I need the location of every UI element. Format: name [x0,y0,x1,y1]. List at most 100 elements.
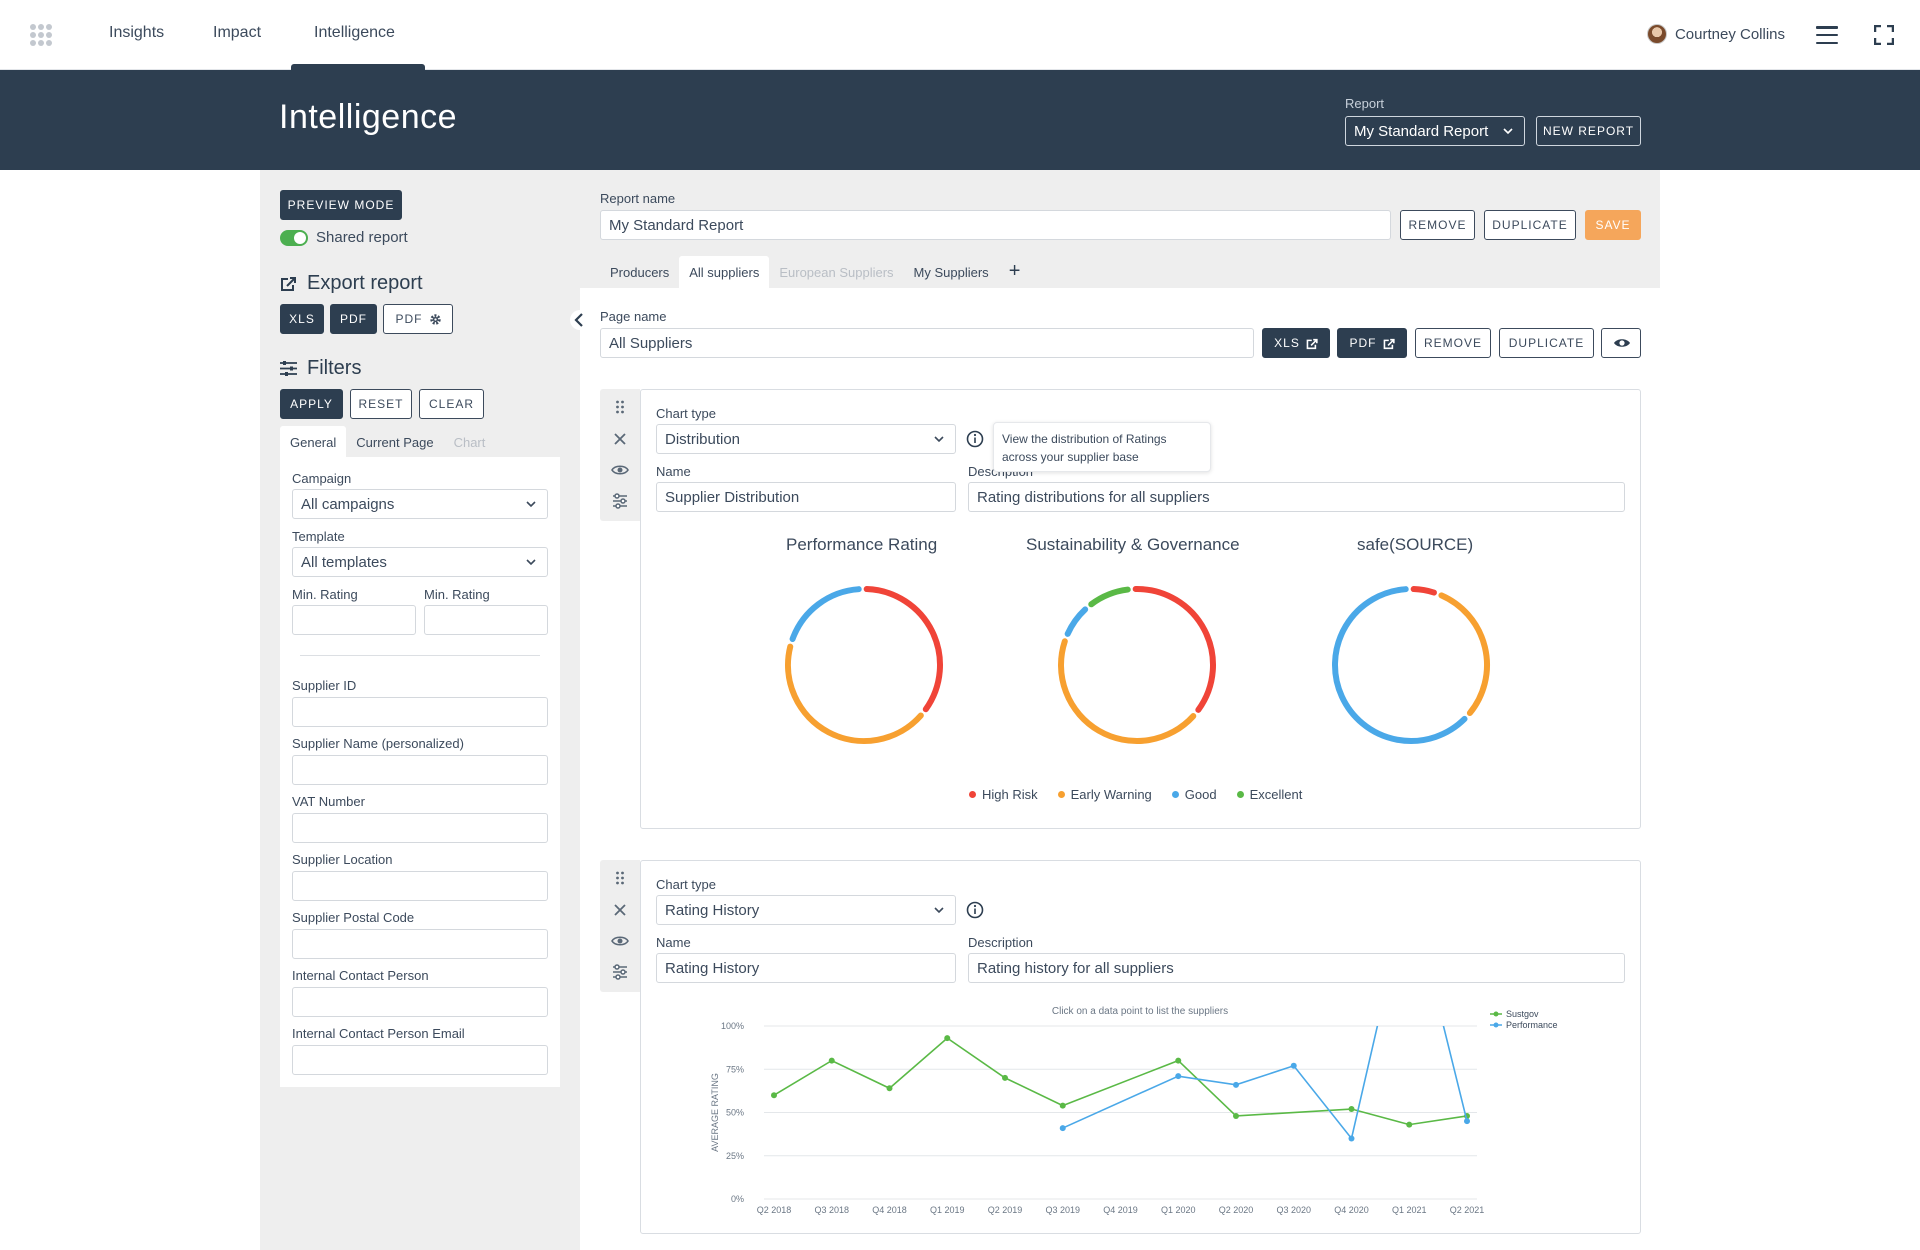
close-icon[interactable] [610,429,630,449]
donut-slice-early-warning[interactable] [785,643,924,744]
legend-label-performance[interactable]: Performance [1506,1020,1558,1030]
nav-insights[interactable]: Insights [109,24,165,41]
data-point[interactable] [1290,1062,1297,1069]
report-name-input[interactable]: My Standard Report [600,210,1391,240]
shared-report-toggle[interactable] [280,230,308,246]
supplier-location-input[interactable] [292,871,548,901]
data-point[interactable] [1175,1057,1182,1064]
legend-high-risk[interactable]: High Risk [969,787,1038,802]
remove-page-button[interactable]: REMOVE [1415,328,1491,358]
y-tick-label: 0% [731,1194,744,1204]
duplicate-report-button[interactable]: DUPLICATE [1484,210,1576,240]
page-export-pdf-button[interactable]: PDF [1337,328,1407,358]
chart-name-input[interactable]: Supplier Distribution [656,482,956,512]
nav-impact[interactable]: Impact [213,24,262,41]
fullscreen-icon[interactable] [1874,25,1894,45]
legend-good[interactable]: Good [1171,787,1217,802]
eye-icon [1614,339,1630,347]
data-point[interactable] [1233,1112,1239,1119]
legend-excellent[interactable]: Excellent [1236,787,1302,802]
data-point[interactable] [1059,1125,1066,1132]
eye-icon[interactable] [610,931,630,951]
donut-slice-high-risk[interactable] [1410,586,1437,596]
contact-email-input[interactable] [292,1045,548,1075]
data-point[interactable] [944,1035,951,1042]
donut-slice-good[interactable] [1332,586,1468,744]
donut-slice-high-risk[interactable] [863,586,943,713]
tab-current-page[interactable]: Current Page [356,435,434,450]
contact-person-input[interactable] [292,987,548,1017]
page-name-input[interactable]: All Suppliers [600,328,1254,358]
report-select[interactable]: My Standard Report [1345,116,1525,146]
preview-page-button[interactable] [1601,328,1641,358]
data-point[interactable] [1175,1073,1182,1080]
legend-early-warning[interactable]: Early Warning [1057,787,1152,802]
apps-grid-icon[interactable] [30,24,52,46]
chart-name-input[interactable]: Rating History [656,953,956,983]
hamburger-menu-icon[interactable] [1816,26,1838,44]
add-page-button[interactable]: + [1008,260,1021,282]
x-tick-label: Q4 2018 [872,1205,907,1215]
tab-european-suppliers[interactable]: European Suppliers [779,265,894,280]
export-xls-button[interactable]: XLS [280,304,324,334]
chart-type-select[interactable]: Distribution [656,424,956,454]
duplicate-page-button[interactable]: DUPLICATE [1499,328,1594,358]
new-report-button[interactable]: NEW REPORT [1536,116,1641,146]
legend-label-sustgov[interactable]: Sustgov [1506,1009,1539,1019]
chart-description-input[interactable]: Rating distributions for all suppliers [968,482,1625,512]
data-point[interactable] [1233,1081,1239,1088]
remove-report-button[interactable]: REMOVE [1400,210,1475,240]
tab-my-suppliers[interactable]: My Suppliers [913,265,989,280]
y-axis-label: AVERAGE RATING [710,1073,720,1152]
data-point[interactable] [1348,1135,1355,1142]
min-rating-input-1[interactable] [292,605,416,635]
info-icon[interactable] [966,430,984,448]
data-point[interactable] [1464,1118,1470,1125]
supplier-id-input[interactable] [292,697,548,727]
save-report-button[interactable]: SAVE [1585,210,1641,240]
export-pdf-settings-button[interactable]: PDF [383,304,453,334]
data-point[interactable] [1002,1074,1008,1081]
chart-description-input[interactable]: Rating history for all suppliers [968,953,1625,983]
nav-intelligence[interactable]: Intelligence [314,24,395,41]
vat-input[interactable] [292,813,548,843]
apply-filters-button[interactable]: APPLY [280,389,343,419]
settings-sliders-icon[interactable] [610,962,630,982]
user-menu[interactable]: Courtney Collins [1646,24,1785,44]
tab-general[interactable]: General [280,426,347,460]
tab-producers[interactable]: Producers [610,265,670,280]
drag-handle-icon[interactable] [610,868,630,888]
supplier-postal-input[interactable] [292,929,548,959]
donut-slice-early-warning[interactable] [1058,638,1197,744]
data-point[interactable] [1406,1121,1413,1128]
export-pdf-button[interactable]: PDF [330,304,377,334]
template-select[interactable]: All templates [292,547,548,577]
data-point[interactable] [771,1092,777,1099]
eye-icon[interactable] [610,460,630,480]
campaign-select[interactable]: All campaigns [292,489,548,519]
settings-sliders-icon[interactable] [610,491,630,511]
donut-slice-early-warning[interactable] [1438,592,1490,717]
info-icon[interactable] [966,901,984,919]
page-export-xls-button[interactable]: XLS [1262,328,1330,358]
donut-slice-good[interactable] [789,586,862,643]
tab-all-suppliers[interactable]: All suppliers [679,256,770,290]
data-point[interactable] [828,1057,835,1064]
drag-handle-icon[interactable] [610,397,630,417]
preview-mode-button[interactable]: PREVIEW MODE [280,190,402,220]
data-point[interactable] [886,1085,893,1092]
data-point[interactable] [1348,1106,1355,1113]
close-icon[interactable] [610,900,630,920]
y-tick-label: 25% [726,1151,744,1161]
reset-filters-button[interactable]: RESET [350,389,412,419]
donut-slice-excellent[interactable] [1088,586,1131,608]
donut-slice-good[interactable] [1064,606,1089,637]
data-point[interactable] [1059,1102,1066,1109]
supplier-name-input[interactable] [292,755,548,785]
chart-type-select[interactable]: Rating History [656,895,956,925]
clear-filters-button[interactable]: CLEAR [419,389,484,419]
supplier-location-label: Supplier Location [292,852,393,867]
donut-slice-high-risk[interactable] [1132,586,1216,713]
min-rating-input-2[interactable] [424,605,548,635]
collapse-panel-icon[interactable] [570,310,590,330]
